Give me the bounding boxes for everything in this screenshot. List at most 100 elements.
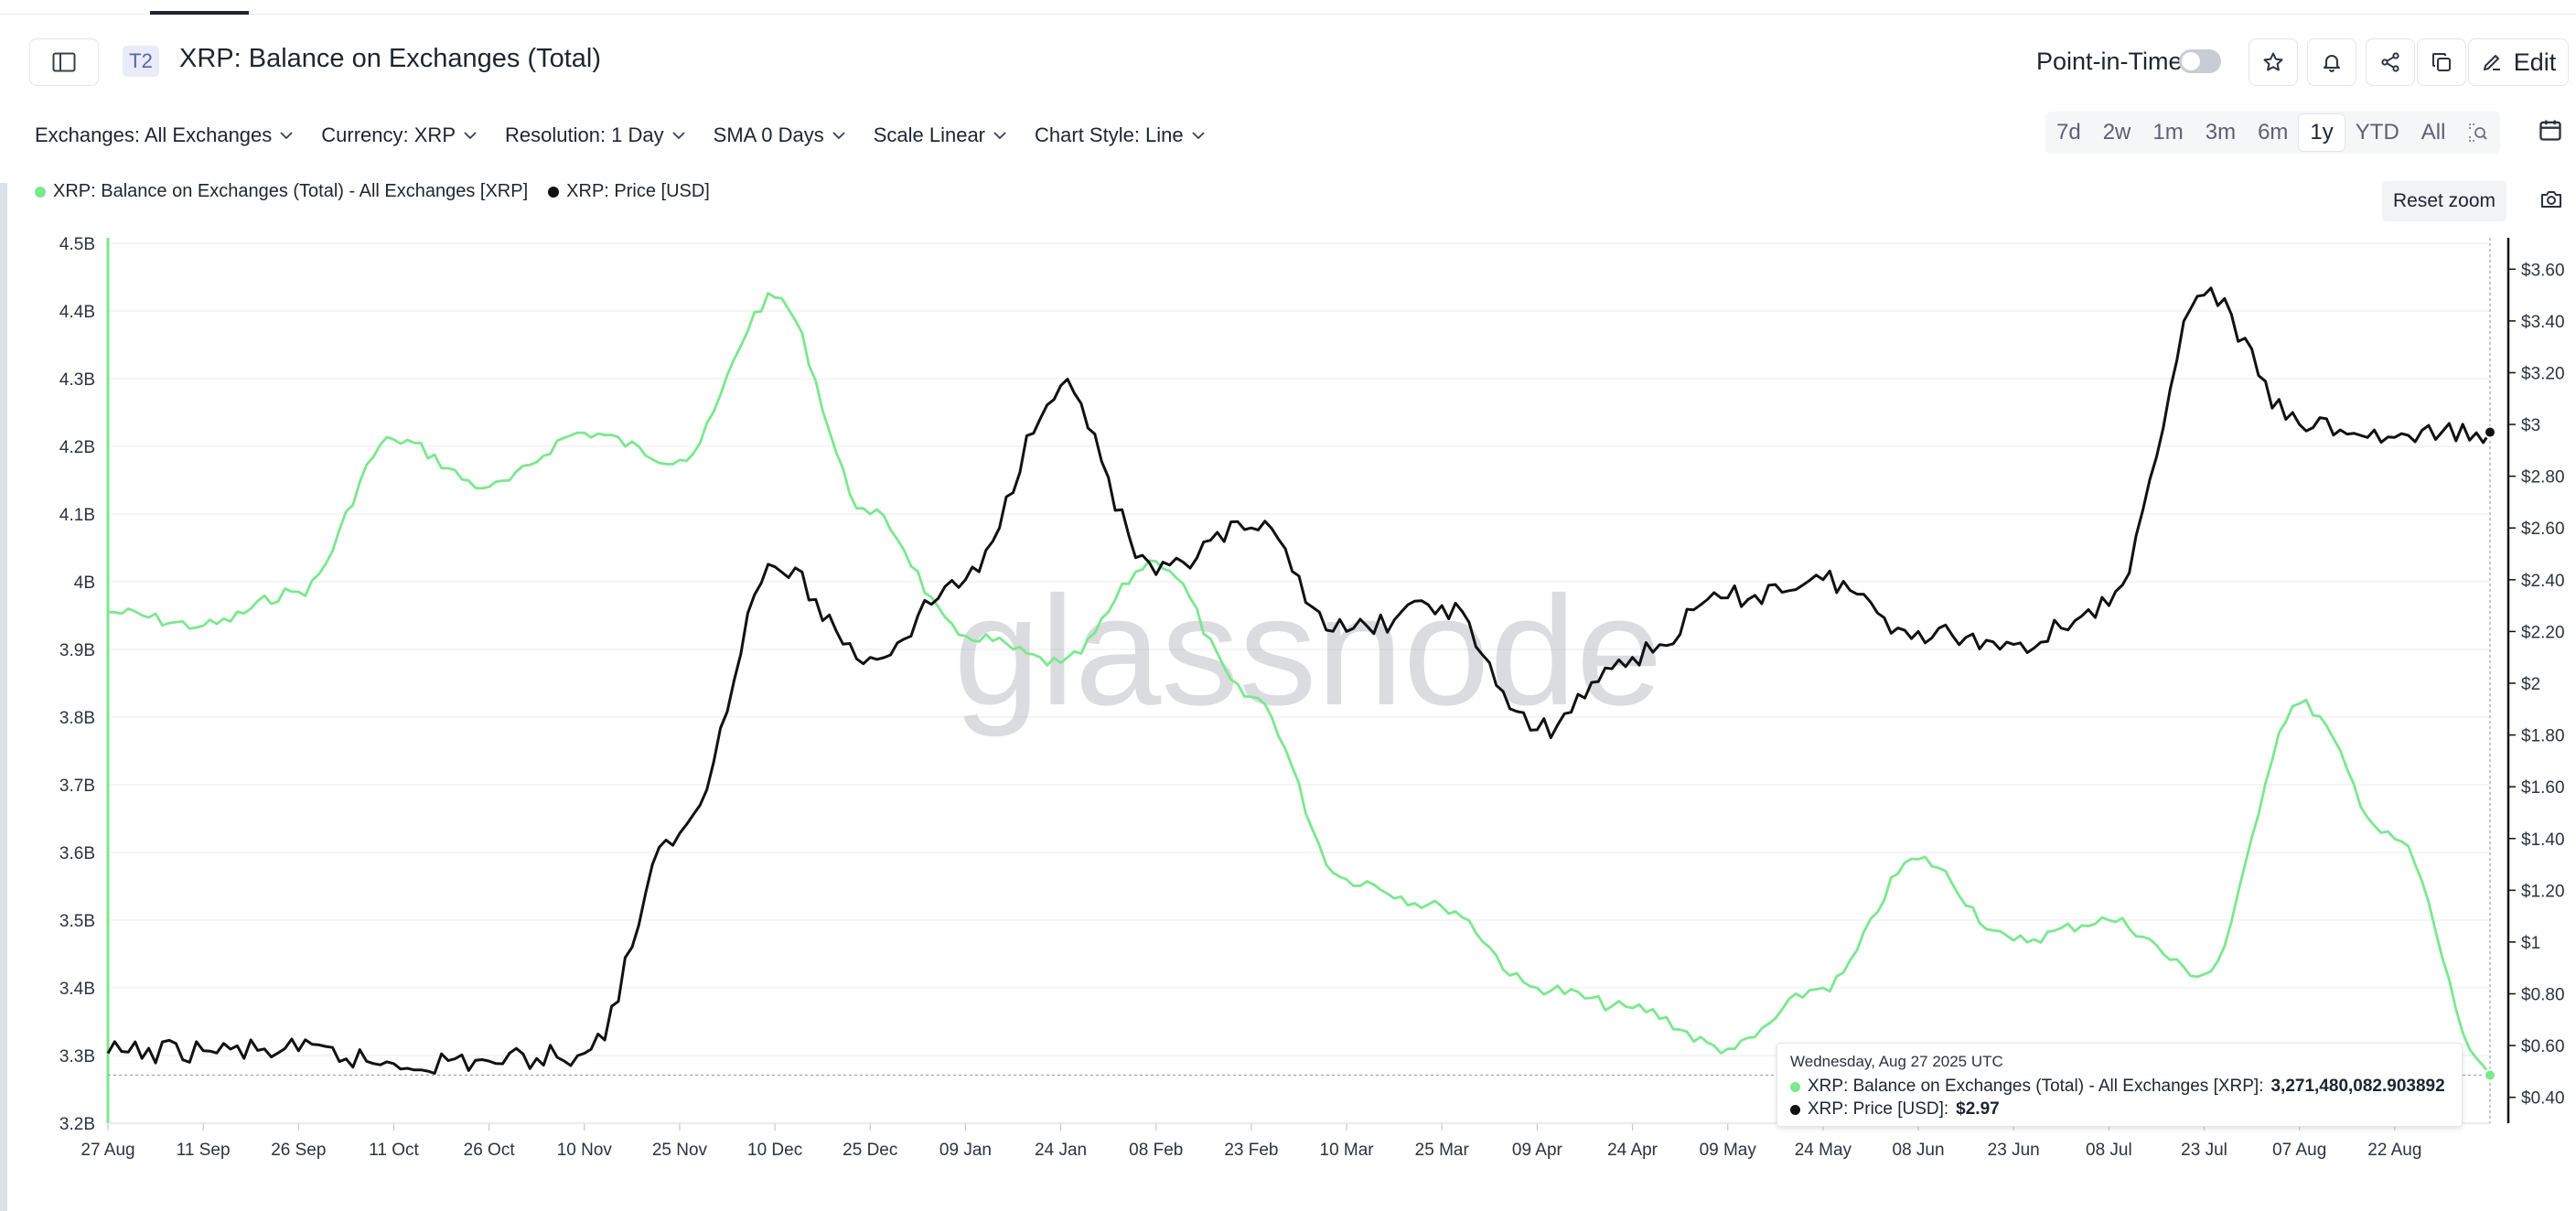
y-left-tick-label: 4.3B — [59, 370, 95, 390]
copy-icon — [2432, 53, 2451, 71]
x-tick-label: 09 Apr — [1512, 1141, 1563, 1160]
y-left-tick-label: 3.8B — [59, 709, 95, 728]
x-tick-label: 24 Apr — [1607, 1141, 1658, 1160]
range-7d[interactable]: 7d — [2056, 120, 2081, 145]
y-right-tick-label: $3.20 — [2521, 364, 2565, 383]
date-range-button[interactable] — [2538, 117, 2563, 147]
chevron-down-icon — [464, 132, 477, 140]
x-tick-label: 09 Jan — [939, 1141, 992, 1160]
x-tick-label: 25 Nov — [652, 1141, 708, 1160]
y-left-tick-label: 4.4B — [59, 303, 95, 322]
x-axis: 27 Aug 11 Sep 26 Sep 11 Oct 26 Oct 10 Nov 25 N… — [80, 1122, 2490, 1160]
bell-icon — [2324, 55, 2340, 72]
range-6m[interactable]: 6m — [2258, 120, 2289, 145]
y-right-tick-label: $3.40 — [2521, 313, 2565, 332]
zoom-select-button[interactable] — [2456, 112, 2500, 154]
x-tick-label: 10 Nov — [557, 1141, 613, 1160]
y-right-tick-label: $1.80 — [2521, 727, 2565, 746]
y-left-tick-label: 3.7B — [59, 777, 95, 796]
range-3m[interactable]: 3m — [2205, 120, 2237, 145]
point-in-time-label: Point-in-Time — [2036, 48, 2183, 75]
duplicate-button[interactable] — [2417, 38, 2466, 86]
camera-icon — [2541, 191, 2561, 208]
alert-button[interactable] — [2307, 38, 2356, 86]
y-right-tick-label: $0.80 — [2521, 986, 2565, 1005]
left-rail — [0, 183, 7, 1211]
legend-item-balance[interactable]: XRP: Balance on Exchanges (Total) - All … — [35, 181, 528, 202]
chart-tooltip: Wednesday, Aug 27 2025 UTC XRP: Balance … — [1776, 1043, 2463, 1127]
sma-dropdown[interactable]: SMA 0 Days — [714, 117, 846, 154]
y-left-tick-label: 3.9B — [59, 641, 95, 660]
y-left-tick-label: 4B — [74, 573, 95, 593]
scale-dropdown[interactable]: Scale Linear — [874, 117, 1007, 154]
legend-dot-balance — [35, 186, 46, 198]
reset-zoom-button[interactable]: Reset zoom — [2382, 181, 2506, 221]
y-axis-left: 3.2B 3.3B 3.4B 3.5B 3.6B 3.7B 3.8B 3.9B 4B 4.1B 4.… — [59, 235, 110, 1134]
sidebar-icon — [52, 52, 76, 72]
y-left-tick-label: 4.1B — [59, 506, 95, 525]
range-1y[interactable]: 1y — [2299, 114, 2345, 151]
range-ytd[interactable]: YTD — [2355, 120, 2399, 145]
y-left-tick-label: 4.2B — [59, 438, 95, 457]
sidebar-toggle-button[interactable] — [29, 38, 99, 86]
tooltip-price-value: $2.97 — [1956, 1099, 2000, 1119]
chevron-down-icon — [832, 132, 845, 140]
y-left-tick-label: 3.2B — [59, 1115, 95, 1134]
y-right-tick-label: $2.40 — [2521, 572, 2565, 591]
tooltip-balance-value: 3,271,480,082.903892 — [2270, 1077, 2445, 1096]
y-right-tick-label: $0.40 — [2521, 1089, 2565, 1109]
favorite-button[interactable] — [2249, 38, 2298, 86]
edit-button[interactable]: Edit — [2468, 38, 2569, 86]
pencil-icon — [2483, 55, 2500, 70]
chevron-down-icon — [672, 132, 685, 140]
range-2w[interactable]: 2w — [2102, 120, 2131, 145]
legend-item-price[interactable]: XRP: Price [USD] — [548, 181, 710, 202]
point-in-time-toggle[interactable] — [2179, 49, 2221, 73]
legend-dot-price — [548, 186, 560, 198]
x-tick-label: 23 Jun — [1988, 1141, 2040, 1160]
legend-label-balance: XRP: Balance on Exchanges (Total) - All … — [53, 181, 529, 201]
currency-dropdown-label: Currency: XRP — [321, 123, 456, 146]
y-left-tick-label: 4.5B — [59, 235, 95, 254]
exchanges-dropdown[interactable]: Exchanges: All Exchanges — [35, 117, 294, 154]
y-right-tick-label: $1.20 — [2521, 882, 2565, 901]
chevron-down-icon — [280, 132, 293, 140]
chart-series — [106, 238, 2496, 1123]
chart-style-dropdown[interactable]: Chart Style: Line — [1035, 117, 1206, 154]
resolution-dropdown[interactable]: Resolution: 1 Day — [505, 117, 686, 154]
tooltip-row-balance: XRP: Balance on Exchanges (Total) - All … — [1790, 1077, 2449, 1097]
legend-label-price: XRP: Price [USD] — [566, 181, 710, 201]
x-tick-label: 22 Aug — [2367, 1141, 2421, 1160]
chevron-down-icon — [1192, 132, 1205, 140]
series-line-price[interactable] — [106, 286, 2492, 1075]
range-1m[interactable]: 1m — [2152, 120, 2184, 145]
x-tick-label: 11 Sep — [177, 1141, 231, 1160]
x-tick-label: 23 Jul — [2181, 1141, 2227, 1160]
edit-button-label: Edit — [2513, 48, 2557, 76]
watermark-text: glassnode — [953, 564, 1662, 738]
y-axis-right: $0.40 $0.60 $0.80 $1 $1.20 $1.40 $1.60 $1.80 $2 $… — [2506, 238, 2565, 1123]
y-right-tick-label: $1.60 — [2521, 778, 2565, 798]
currency-dropdown[interactable]: Currency: XRP — [321, 117, 478, 154]
tooltip-dot-balance — [1790, 1081, 1800, 1092]
chart-grid — [108, 242, 2490, 1124]
chart-area[interactable]: glassnode 3.2B3.3B3.4B3.5B3.6B3.7B3.8B3.… — [0, 220, 2576, 1211]
export-image-button[interactable] — [2539, 188, 2563, 215]
share-button[interactable] — [2366, 38, 2415, 86]
tooltip-balance-label: XRP: Balance on Exchanges (Total) - All … — [1808, 1077, 2264, 1096]
y-right-tick-label: $2.80 — [2521, 468, 2565, 488]
range-all[interactable]: All — [2420, 120, 2446, 145]
series-line-balance[interactable] — [107, 292, 2492, 1077]
time-range-selector: 7d 2w 1m 3m 6m 1y YTD All — [2045, 112, 2501, 154]
calendar-icon — [2539, 120, 2561, 141]
x-tick-label: 11 Oct — [369, 1141, 419, 1160]
y-right-tick-label: $3.60 — [2521, 261, 2565, 280]
zoom-select-icon — [2469, 123, 2488, 142]
x-tick-label: 24 Jan — [1035, 1141, 1087, 1160]
chart-controls: Exchanges: All Exchanges Currency: XRP R… — [35, 117, 1233, 154]
y-left-tick-label: 3.5B — [59, 912, 95, 931]
y-right-tick-label: $2.20 — [2521, 623, 2565, 642]
x-tick-label: 10 Mar — [1320, 1141, 1375, 1160]
resolution-dropdown-label: Resolution: 1 Day — [505, 123, 664, 146]
x-tick-label: 08 Feb — [1129, 1141, 1183, 1160]
